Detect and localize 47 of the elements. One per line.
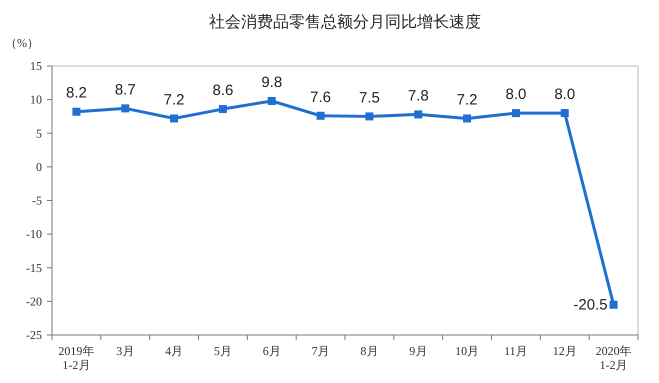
x-tick-label: 10月 (455, 344, 480, 358)
y-tick-label: -15 (26, 260, 42, 275)
text: 7.6 (310, 88, 332, 106)
point (463, 114, 472, 122)
x-tick-label: 8月 (360, 344, 378, 358)
x-tick-label: 3月 (116, 344, 134, 358)
x-tick-label: 9月 (409, 344, 428, 358)
x-tick-label: 7月 (312, 344, 330, 358)
point (218, 105, 227, 114)
x-tick-label: 5月 (214, 344, 232, 358)
text: 7.2 (456, 91, 478, 108)
x-tick-label: 2019年 1-2月 (58, 344, 94, 372)
chart-title: 社会消费品零售总额分月同比增长速度 (209, 12, 481, 31)
text: -20.5 (573, 296, 608, 314)
y-tick-label: -10 (26, 227, 42, 242)
text: 9.8 (261, 74, 282, 91)
text: 7.8 (408, 87, 429, 104)
point (316, 112, 325, 120)
y-tick-label: 5 (36, 126, 42, 140)
text: 7.2 (164, 91, 185, 108)
text: 8.0 (505, 86, 526, 104)
point (560, 109, 569, 118)
x-tick-label: 6月 (262, 344, 281, 358)
x-tick-label: 11月 (504, 344, 528, 358)
text: 8.0 (554, 86, 576, 104)
text: 8.6 (212, 82, 234, 100)
text: 8.2 (66, 84, 87, 102)
x-tick-label: 12月 (552, 344, 577, 358)
point (610, 300, 618, 309)
point (121, 104, 130, 112)
point (365, 112, 374, 120)
text: 8.7 (114, 81, 136, 98)
point (512, 109, 520, 118)
point (72, 108, 80, 116)
y-tick-label: 0 (36, 160, 42, 174)
x-tick-label: 4月 (165, 344, 184, 358)
y-tick-label: 15 (30, 59, 42, 73)
y-axis-title: （%） (5, 36, 39, 50)
x-tick-label: 2020年 1-2月 (596, 344, 632, 372)
y-tick-label: -20 (26, 294, 42, 308)
y-tick-label: 10 (30, 92, 42, 107)
point (268, 96, 276, 105)
y-tick-label: -5 (32, 194, 42, 208)
point (414, 110, 422, 118)
point (170, 114, 178, 122)
text: 7.5 (358, 89, 380, 106)
y-tick-label: -25 (26, 328, 42, 342)
